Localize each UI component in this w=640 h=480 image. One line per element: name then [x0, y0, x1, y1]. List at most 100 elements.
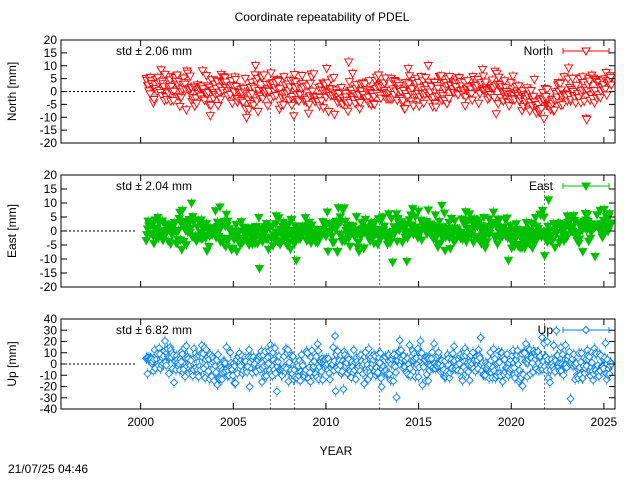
data-point: [413, 207, 424, 216]
data-point: [270, 343, 280, 353]
data-point: [539, 213, 549, 222]
series-east: [141, 194, 615, 274]
data-point: [524, 239, 534, 249]
data-point: [231, 379, 240, 388]
y-axis-label: Up [mm]: [5, 341, 19, 386]
y-tick-label: -15: [40, 266, 58, 280]
data-point: [222, 343, 231, 352]
data-point: [307, 221, 317, 231]
data-point: [542, 85, 553, 95]
data-point: [439, 209, 450, 218]
data-point: [404, 72, 415, 81]
data-point: [417, 236, 427, 245]
y-tick-label: -5: [46, 238, 57, 252]
data-point: [376, 348, 385, 358]
data-point: [449, 342, 459, 351]
data-point: [531, 237, 542, 246]
data-point: [548, 235, 558, 245]
x-tick-label: 2020: [498, 415, 525, 429]
data-point: [263, 102, 273, 111]
data-point: [536, 104, 547, 114]
data-point: [266, 69, 276, 78]
y-tick-label: 0: [50, 224, 57, 238]
data-point: [477, 65, 488, 75]
data-point: [364, 344, 373, 353]
data-point: [291, 256, 302, 266]
data-point: [210, 207, 221, 216]
data-point: [222, 217, 233, 226]
data-point: [460, 102, 470, 111]
std-label: std ± 2.06 mm: [116, 44, 192, 58]
data-point: [455, 359, 464, 368]
data-point: [321, 64, 332, 74]
data-point: [417, 348, 426, 358]
y-tick-label: 0: [50, 85, 57, 99]
y-tick-label: -20: [40, 136, 58, 150]
data-point: [178, 74, 189, 83]
y-tick-label: -20: [40, 380, 58, 394]
data-point: [248, 101, 259, 111]
data-point: [300, 214, 311, 223]
data-point: [543, 196, 554, 205]
data-point: [242, 367, 252, 377]
data-point: [495, 358, 504, 367]
data-point: [529, 76, 540, 85]
data-point: [217, 375, 227, 384]
data-point: [530, 213, 541, 223]
data-point: [331, 386, 340, 396]
data-point: [351, 213, 362, 222]
data-point: [168, 97, 179, 106]
y-tick-label: -30: [40, 391, 58, 405]
chart-title: Coordinate repeatability of PDEL: [235, 10, 410, 24]
data-point: [377, 382, 386, 391]
data-point: [526, 87, 536, 96]
data-point: [288, 112, 299, 121]
data-point: [191, 99, 202, 109]
data-point: [164, 369, 174, 378]
data-point: [244, 345, 254, 354]
x-tick-label: 2005: [220, 415, 247, 429]
data-point: [386, 215, 397, 224]
data-point: [305, 79, 316, 89]
data-point: [231, 220, 241, 230]
legend-marker: [581, 325, 591, 335]
data-point: [329, 238, 339, 248]
data-point: [466, 90, 477, 99]
data-point: [581, 116, 592, 125]
y-tick-label: -10: [40, 368, 58, 382]
y-tick-label: -5: [46, 97, 57, 111]
data-point: [254, 264, 265, 274]
data-point: [491, 110, 501, 119]
data-point: [278, 101, 289, 110]
data-point: [211, 368, 221, 377]
data-point: [286, 101, 297, 111]
data-point: [552, 326, 561, 335]
data-point: [448, 349, 457, 358]
data-point: [340, 217, 351, 226]
data-point: [378, 213, 388, 222]
data-point: [252, 240, 263, 249]
data-point: [227, 99, 238, 109]
data-point: [206, 101, 216, 111]
data-point: [489, 94, 499, 103]
data-point: [376, 374, 386, 383]
data-point: [373, 71, 384, 80]
data-point: [177, 246, 187, 255]
data-point: [539, 252, 550, 261]
data-point: [437, 201, 447, 211]
data-point: [186, 224, 196, 234]
data-point: [502, 214, 512, 223]
data-point: [220, 74, 230, 83]
y-tick-label: 10: [44, 196, 58, 210]
y-tick-label: -20: [40, 280, 58, 294]
data-point: [316, 97, 327, 106]
data-point: [329, 343, 338, 352]
data-point: [323, 247, 333, 257]
data-point: [555, 80, 565, 89]
data-point: [436, 72, 446, 81]
data-point: [317, 367, 326, 376]
data-point: [343, 58, 354, 67]
data-point: [561, 340, 570, 350]
data-point: [571, 81, 582, 91]
